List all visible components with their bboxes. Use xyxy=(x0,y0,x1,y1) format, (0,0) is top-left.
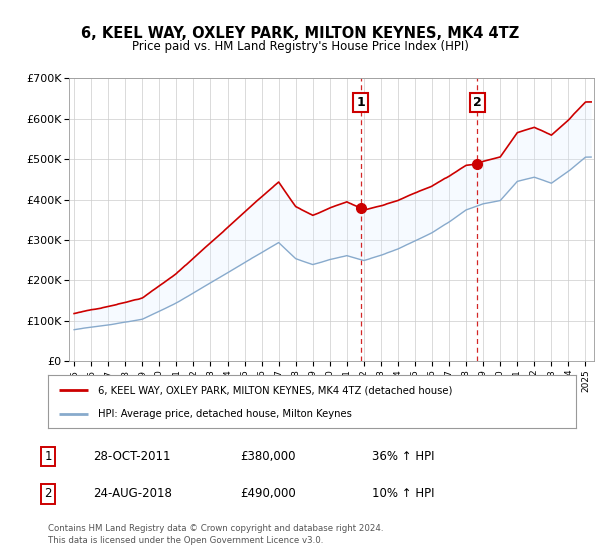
Text: Price paid vs. HM Land Registry's House Price Index (HPI): Price paid vs. HM Land Registry's House … xyxy=(131,40,469,53)
Text: 36% ↑ HPI: 36% ↑ HPI xyxy=(372,450,434,463)
Text: 6, KEEL WAY, OXLEY PARK, MILTON KEYNES, MK4 4TZ (detached house): 6, KEEL WAY, OXLEY PARK, MILTON KEYNES, … xyxy=(98,385,452,395)
Text: £490,000: £490,000 xyxy=(240,487,296,501)
Text: 1: 1 xyxy=(44,450,52,463)
Text: 6, KEEL WAY, OXLEY PARK, MILTON KEYNES, MK4 4TZ: 6, KEEL WAY, OXLEY PARK, MILTON KEYNES, … xyxy=(81,26,519,41)
Text: 28-OCT-2011: 28-OCT-2011 xyxy=(93,450,170,463)
Text: 2: 2 xyxy=(44,487,52,501)
Text: This data is licensed under the Open Government Licence v3.0.: This data is licensed under the Open Gov… xyxy=(48,536,323,545)
Text: HPI: Average price, detached house, Milton Keynes: HPI: Average price, detached house, Milt… xyxy=(98,408,352,418)
Text: 24-AUG-2018: 24-AUG-2018 xyxy=(93,487,172,501)
Text: 10% ↑ HPI: 10% ↑ HPI xyxy=(372,487,434,501)
Text: 1: 1 xyxy=(356,96,365,109)
Text: 2: 2 xyxy=(473,96,482,109)
Text: £380,000: £380,000 xyxy=(240,450,296,463)
Text: Contains HM Land Registry data © Crown copyright and database right 2024.: Contains HM Land Registry data © Crown c… xyxy=(48,524,383,533)
